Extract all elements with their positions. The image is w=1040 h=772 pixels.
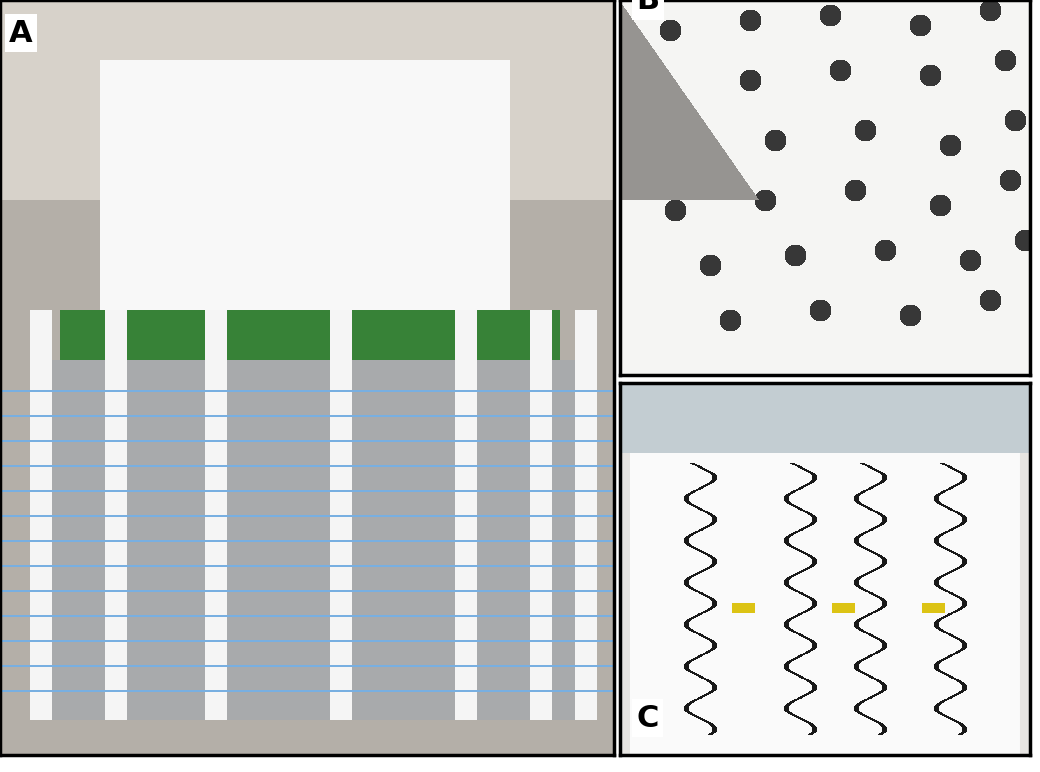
Text: B: B: [636, 0, 659, 15]
Text: C: C: [636, 704, 658, 733]
Text: A: A: [9, 19, 33, 48]
